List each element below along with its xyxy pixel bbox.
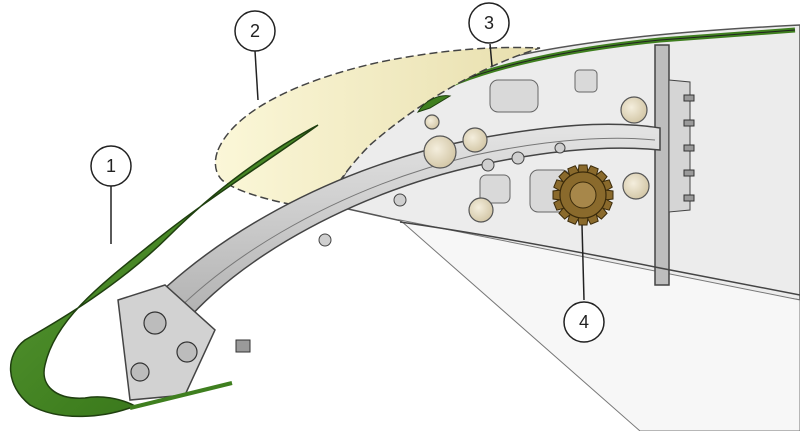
track-rollers (423, 96, 650, 223)
slat-trailing-strip (129, 381, 233, 410)
slat-extended (9, 124, 319, 418)
track-holes (318, 142, 566, 247)
slat-attachment-fitting (117, 284, 251, 401)
callout-2: 2 (234, 10, 276, 52)
callout-3-label: 3 (484, 13, 494, 33)
callout-2-label: 2 (250, 21, 260, 41)
callout-1: 1 (90, 145, 132, 187)
callout-3: 3 (468, 2, 510, 44)
pinion-gear (552, 164, 614, 226)
callout-1-label: 1 (106, 156, 116, 176)
callout-leaders (110, 43, 585, 301)
seal-strip (416, 95, 452, 113)
slat-retracted-outline (214, 46, 541, 211)
callout-4: 4 (563, 301, 605, 343)
callout-4-label: 4 (579, 312, 589, 332)
spar-bolts (683, 94, 695, 202)
